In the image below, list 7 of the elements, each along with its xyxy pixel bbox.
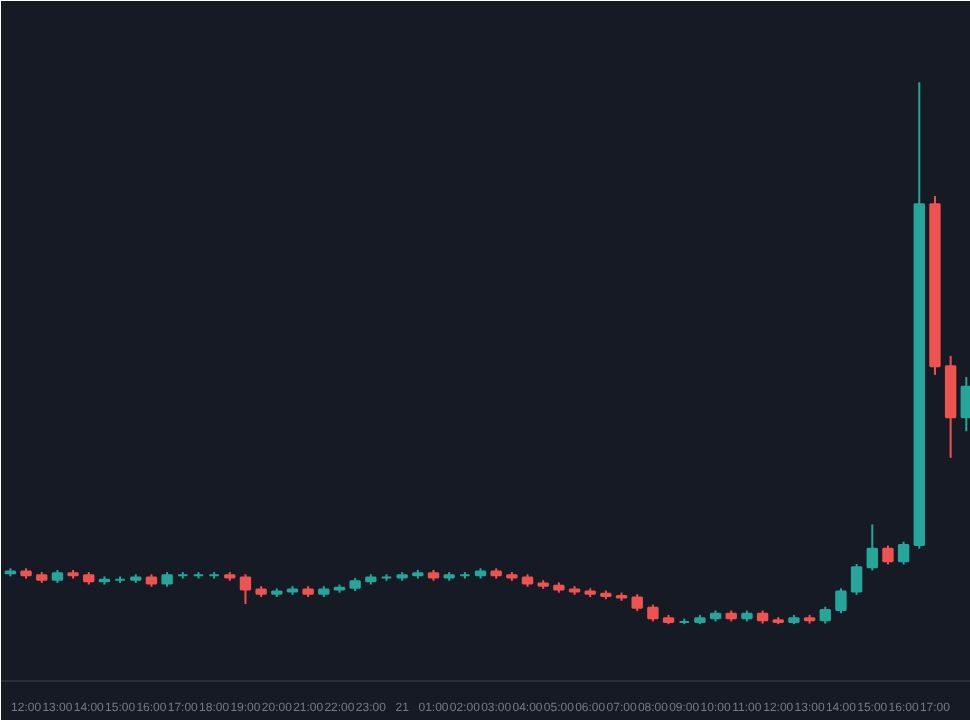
candlestick bbox=[960, 376, 970, 433]
candlestick bbox=[882, 544, 894, 566]
candlestick bbox=[835, 587, 847, 615]
candlestick bbox=[239, 573, 252, 606]
candlestick bbox=[897, 540, 910, 566]
candlestick bbox=[866, 523, 878, 572]
candlestick bbox=[850, 562, 863, 596]
